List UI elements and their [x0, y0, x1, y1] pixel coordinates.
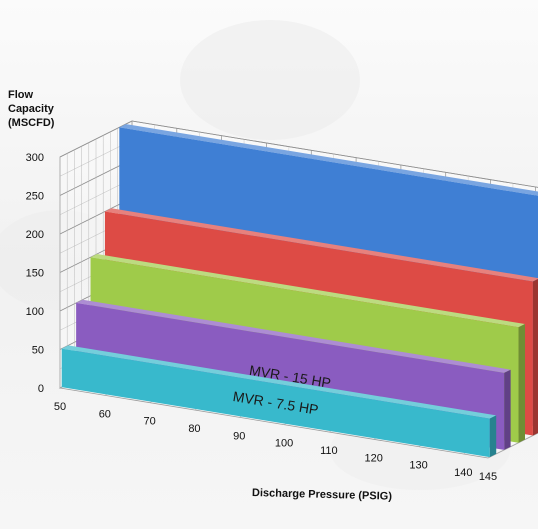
y-tick-2: 100	[26, 306, 44, 318]
bar-series-0: MVR - 7.5 HP	[61, 345, 497, 458]
x-tick-labels: 50 60 70 80 90 100 110 120 130 140 145	[54, 401, 497, 483]
bar-top	[90, 253, 526, 328]
bar-side	[489, 415, 497, 458]
x-tick-5: 100	[275, 438, 293, 450]
y-tick-6: 300	[26, 152, 44, 164]
y-tick-1: 50	[32, 345, 44, 357]
x-tick-4: 90	[233, 430, 245, 442]
y-axis-label-line-3: (MSCFD)	[8, 117, 55, 129]
y-tick-0: 0	[38, 383, 44, 395]
x-tick-8: 130	[409, 460, 427, 472]
y-tick-4: 200	[26, 229, 44, 241]
bar-top	[104, 208, 538, 282]
y-axis-label-line-2: Capacity	[8, 103, 54, 115]
y-tick-3: 150	[26, 268, 44, 280]
x-tick-6: 110	[320, 445, 338, 457]
x-tick-0: 50	[54, 401, 66, 413]
y-tick-5: 250	[26, 191, 44, 203]
x-tick-9: 140	[454, 467, 472, 479]
y-axis-label-line-1: Flow	[8, 89, 34, 101]
bar-front	[61, 348, 490, 458]
bar-top	[76, 299, 511, 373]
x-tick-2: 70	[144, 416, 156, 428]
x-tick-10: 145	[479, 471, 497, 483]
x-tick-1: 60	[99, 408, 111, 420]
bar-top	[61, 345, 497, 419]
bar-side	[518, 323, 526, 443]
y-tick-labels: 0 50 100 150 200 250 300	[26, 152, 44, 395]
x-tick-7: 120	[365, 452, 383, 464]
bar-side	[504, 369, 511, 450]
bar-top	[119, 124, 538, 196]
x-tick-3: 80	[188, 423, 200, 435]
bar-side	[532, 279, 538, 436]
